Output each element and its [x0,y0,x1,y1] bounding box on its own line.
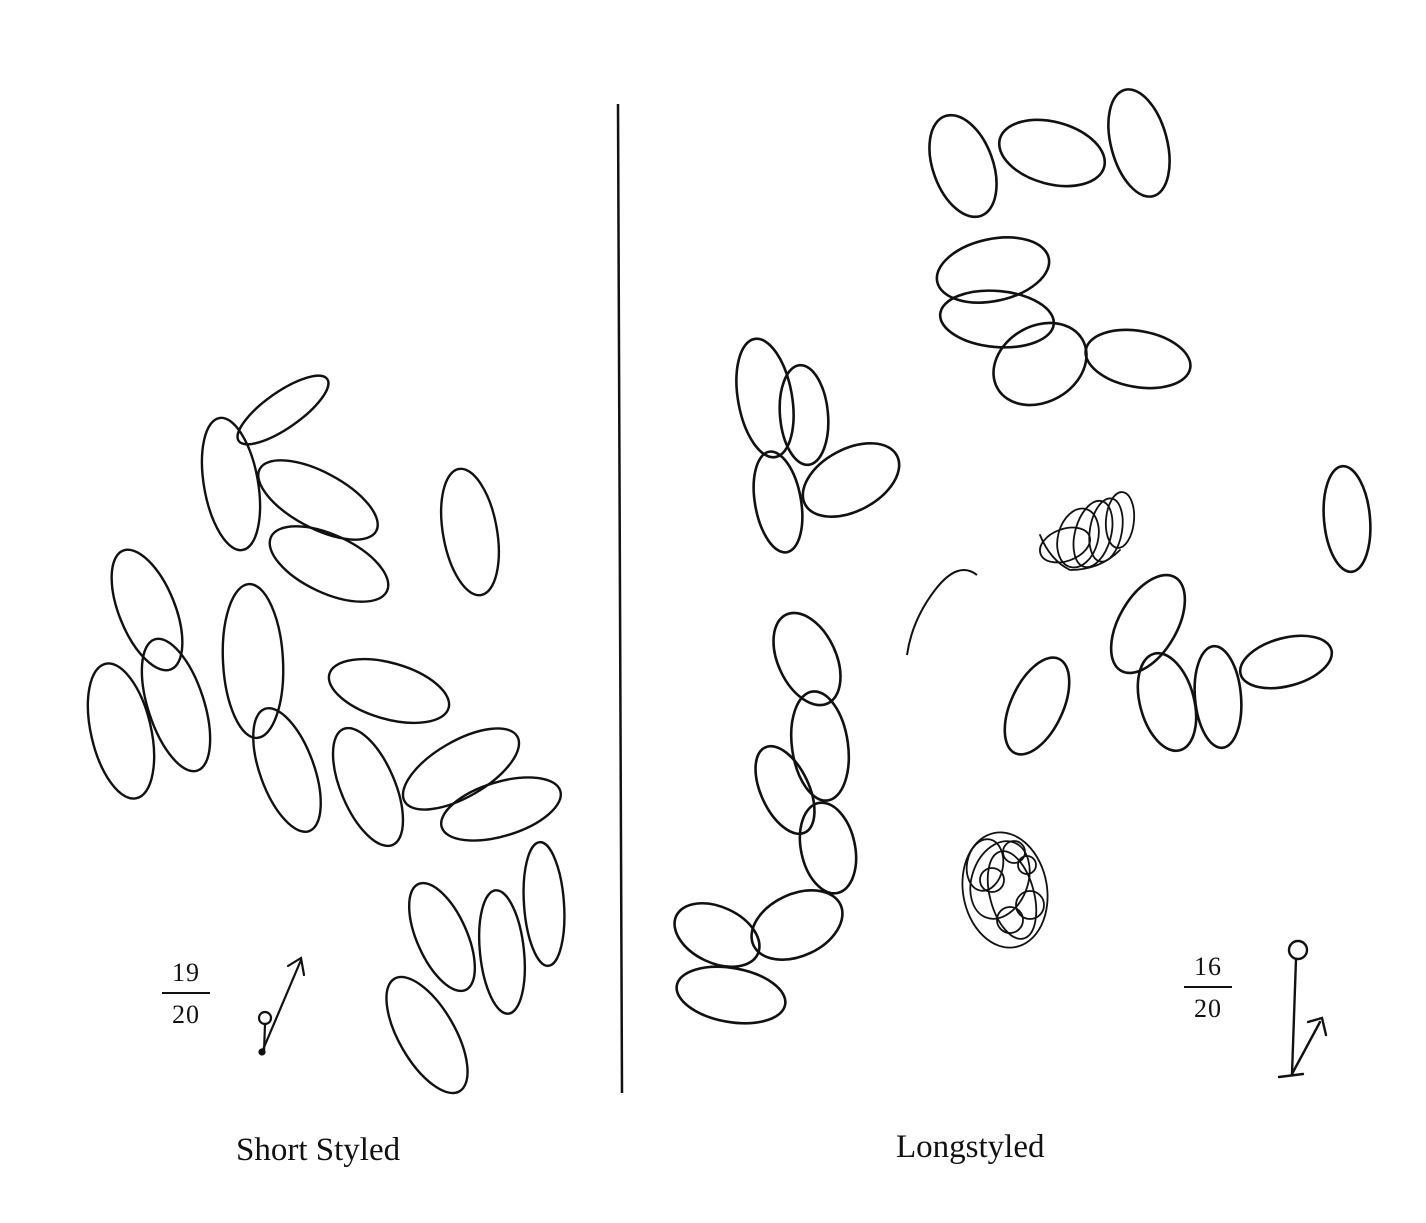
pollen-grain [992,321,1088,407]
pollen-grain [935,236,1051,304]
pollen-grain [1193,644,1243,750]
pollen-grain [673,901,761,969]
short-styled-ratio-numerator: 19 [172,958,200,987]
pollen-grain [1003,656,1071,756]
pollen-grain [268,525,390,603]
pollen-grain [778,363,830,467]
pollen-grain [110,548,184,672]
pollen-grain [385,975,469,1095]
pollen-grain [401,727,521,811]
pollen-grain [1136,651,1198,753]
pollen-grain [754,744,816,836]
short-style-symbol [257,956,306,1056]
long-styled-ratio: 16 20 [1184,952,1232,1024]
pollen-grain [750,889,844,961]
pollen-grain [752,450,804,554]
pollen-grain [86,662,156,800]
pollen-grain [1107,88,1171,198]
pollen-grain [477,889,527,1015]
pollen-grain [327,657,451,725]
pollen-grain [928,113,998,219]
pollen-grain [735,337,795,459]
short-styled-pollen-grains [86,374,566,1095]
pollen-grain [439,776,563,842]
pollen-grain [938,289,1056,349]
short-styled-caption: Short Styled [236,1132,401,1168]
pollen-grain [252,707,322,833]
pollen-grain [772,611,842,707]
pollen-grain [1109,573,1187,675]
pollen-grain [675,965,787,1025]
collapsed-pollen-scribble-lower [961,831,1049,949]
pollen-grain [140,637,212,773]
pollen-grain [331,726,405,848]
pollen-grain [439,467,501,597]
pollen-grain [798,801,858,895]
pollen-grain [522,840,566,968]
long-style-symbol [1277,939,1328,1079]
short-styled-ratio-denominator: 20 [172,1000,200,1029]
fraction-bar [162,992,210,994]
pollen-grain [1238,634,1334,690]
collapsed-pollen-scribble-upper [1039,491,1136,571]
pollen-grain [1084,328,1192,390]
pollen-grain [407,881,477,993]
panel-divider [616,103,624,1094]
pollen-grain [200,416,262,552]
pollen-grain [236,374,330,446]
pollen-grain [221,582,285,740]
long-styled-pollen-grains [673,88,1372,1025]
long-styled-caption: Longstyled [896,1129,1045,1165]
pollen-grain [257,459,379,541]
pollen-grain [997,118,1107,188]
broken-grain-fragment [906,569,978,656]
long-styled-ratio-denominator: 20 [1194,994,1222,1023]
pollen-grain [789,690,851,802]
long-styled-ratio-numerator: 16 [1194,952,1222,981]
fraction-bar [1184,986,1232,988]
pollen-grain [1322,464,1372,574]
short-styled-ratio: 19 20 [162,958,210,1030]
pollen-grain [801,442,901,518]
